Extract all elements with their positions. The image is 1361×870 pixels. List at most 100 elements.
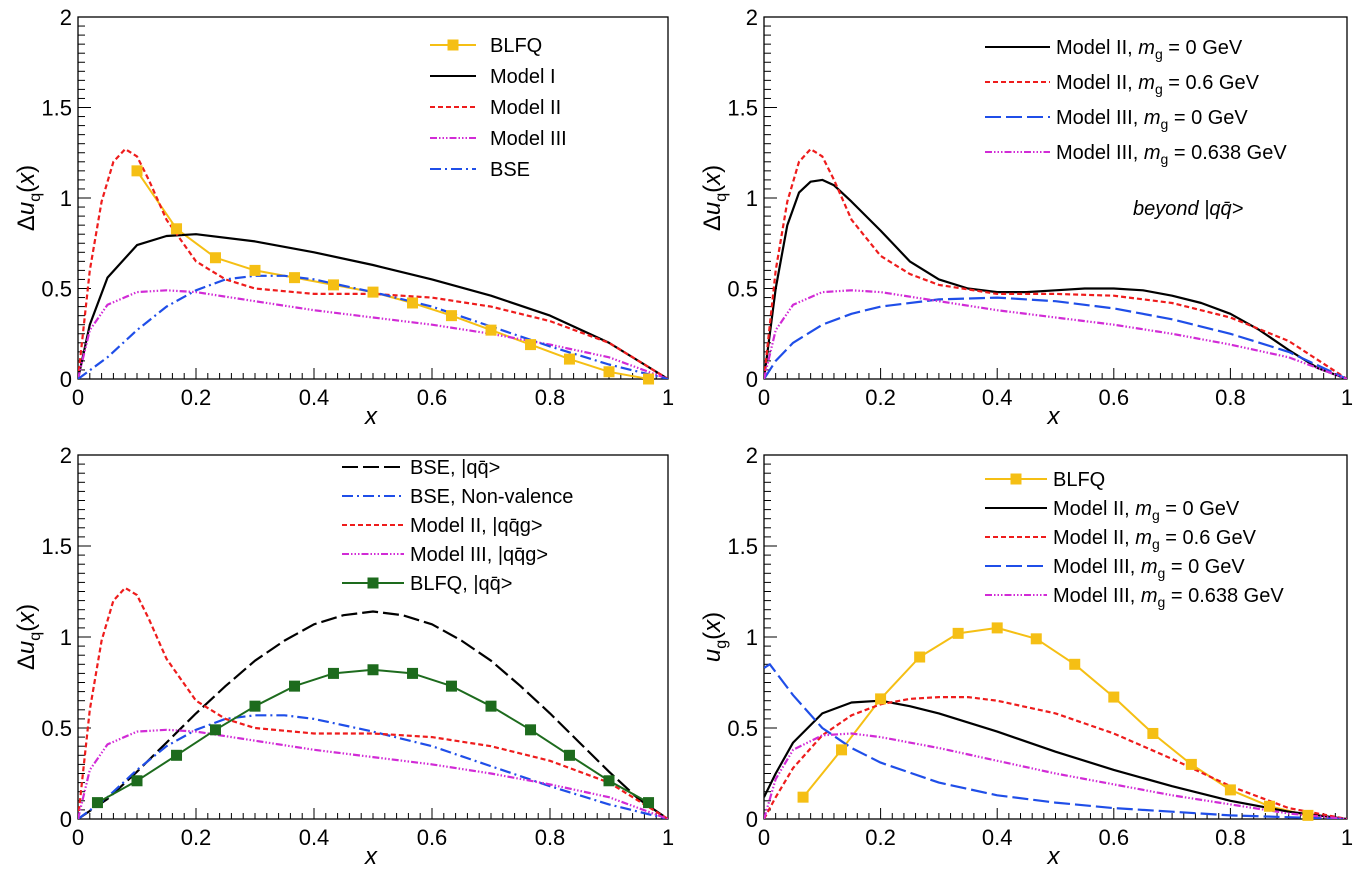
x-tick-label: 0.6 (1099, 825, 1130, 850)
data-point-marker (91, 797, 103, 809)
y-tick-label: 2 (746, 5, 758, 30)
data-point-marker (445, 680, 457, 692)
legend-marker (367, 577, 379, 589)
data-point-marker (836, 744, 848, 756)
legend-label-3: Model III, mg = 0 GeV (1056, 107, 1248, 132)
data-point-marker (643, 797, 655, 809)
legend-label-1: BLFQ (490, 35, 542, 57)
data-point-marker (1030, 633, 1042, 645)
series-group (764, 148, 1347, 379)
legend: BSE, |qq̄> BSE, Non-valence Model II, |qq̄… (342, 457, 573, 595)
data-point-marker (407, 667, 419, 679)
data-point-marker (643, 373, 655, 385)
y-axis-label-text: Δuq(x) (13, 165, 44, 231)
legend-label-4: Model III, |qq̄g> (410, 544, 548, 566)
series-line-5 (97, 668, 649, 804)
y-tick-label: 1 (746, 186, 758, 211)
y-tick-label: 1.5 (727, 96, 758, 121)
legend-label-4: Model III, mg = 0.638 GeV (1056, 142, 1287, 167)
series-line-1 (136, 170, 649, 379)
y-tick-label: 0 (60, 807, 72, 832)
data-point-marker (171, 749, 183, 761)
data-point-marker (1224, 784, 1236, 796)
legend-label-2: BSE, Non-valence (410, 486, 573, 508)
y-axis-label-text: ug(x) (699, 612, 730, 662)
x-tick-label: 0.8 (535, 385, 566, 410)
y-axis-label-text: Δuq(x) (13, 604, 44, 670)
legend-label-2: Model I (490, 66, 556, 88)
x-axis-label: x (1047, 403, 1061, 430)
x-axis-label: x (1047, 843, 1061, 870)
x-tick-label: 0 (72, 825, 84, 850)
series-line-2 (764, 148, 1347, 379)
data-point-marker (914, 651, 926, 663)
data-point-marker (289, 272, 301, 284)
x-tick-label: 0 (758, 385, 770, 410)
x-tick-label: 0.4 (299, 825, 330, 850)
y-tick-label: 1 (746, 625, 758, 650)
y-tick-label: 2 (60, 443, 72, 468)
x-axis-label: x (364, 403, 378, 430)
y-tick-label: 0 (60, 367, 72, 392)
y-tick-label: 1.5 (727, 534, 758, 559)
legend-label-5: BLFQ, |qq̄> (410, 573, 512, 595)
data-point-marker (525, 339, 537, 351)
data-point-marker (952, 627, 964, 639)
data-point-marker (1185, 758, 1197, 770)
legend-label-3: Model II, mg = 0.6 GeV (1053, 527, 1257, 552)
x-tick-label: 1 (1341, 825, 1353, 850)
data-point-marker (171, 223, 183, 235)
series-line-2 (78, 714, 668, 819)
x-tick-label: 0.4 (299, 385, 330, 410)
y-tick-label: 1 (60, 625, 72, 650)
series-line-4 (764, 663, 1347, 819)
chart-panel-2: 0 0.2 0.4 0.6 0.8 1 0 0.5 1 1.5 2 x Δuq(x) Model II, … (699, 5, 1353, 430)
x-tick-label: 0.6 (417, 825, 448, 850)
series-line-4 (764, 289, 1347, 379)
x-tick-label: 1 (662, 825, 674, 850)
series-group (78, 586, 668, 819)
y-tick-label: 0.5 (41, 277, 72, 302)
x-axis-label: x (364, 843, 378, 870)
plot-frame (77, 16, 669, 380)
data-point-marker (131, 165, 143, 177)
data-point-marker (563, 749, 575, 761)
data-point-marker (209, 252, 221, 264)
x-tick-label: 1 (662, 385, 674, 410)
y-tick-label: 2 (60, 5, 72, 30)
data-point-marker (991, 622, 1003, 634)
x-tick-label: 0.4 (982, 385, 1013, 410)
data-point-marker (875, 693, 887, 705)
chart-panel-1: 0 0.2 0.4 0.6 0.8 1 0 0.5 1 1.5 2 x Δuq(x) BLFQ Model … (13, 5, 674, 430)
data-point-marker (1263, 800, 1275, 812)
annotation-text: beyond |qq̄> (1133, 198, 1243, 220)
data-point-marker (131, 775, 143, 787)
x-tick-label: 0 (72, 385, 84, 410)
data-point-marker (1108, 691, 1120, 703)
series-line-3 (764, 695, 1347, 819)
x-tick-label: 0 (758, 825, 770, 850)
x-tick-label: 0.8 (1215, 385, 1246, 410)
x-tick-label: 0.4 (982, 825, 1013, 850)
legend-label-1: BSE, |qq̄> (410, 457, 500, 479)
data-point-marker (327, 667, 339, 679)
legend-label-2: Model II, mg = 0.6 GeV (1056, 72, 1260, 97)
y-axis-label: ug(x) (699, 612, 730, 662)
series-line-2 (764, 699, 1347, 819)
y-tick-label: 1.5 (41, 96, 72, 121)
legend-label-4: Model III, mg = 0 GeV (1053, 556, 1245, 581)
data-point-marker (249, 700, 261, 712)
x-tick-label: 0.6 (417, 385, 448, 410)
legend-marker (447, 39, 459, 51)
x-tick-label: 0.2 (865, 825, 896, 850)
legend: Model II, mg = 0 GeV Model II, mg = 0.6 G… (985, 37, 1287, 167)
series-line-1 (764, 178, 1347, 379)
x-tick-label: 0.2 (181, 385, 212, 410)
y-tick-label: 0.5 (41, 716, 72, 741)
data-point-marker (1302, 809, 1314, 821)
series-line-1 (78, 610, 668, 819)
y-tick-label: 0 (746, 807, 758, 832)
chart-panel-4: 0 0.2 0.4 0.6 0.8 1 0 0.5 1 1.5 2 x ug(x) BLFQ Model I… (699, 443, 1353, 870)
x-tick-label: 0.2 (865, 385, 896, 410)
